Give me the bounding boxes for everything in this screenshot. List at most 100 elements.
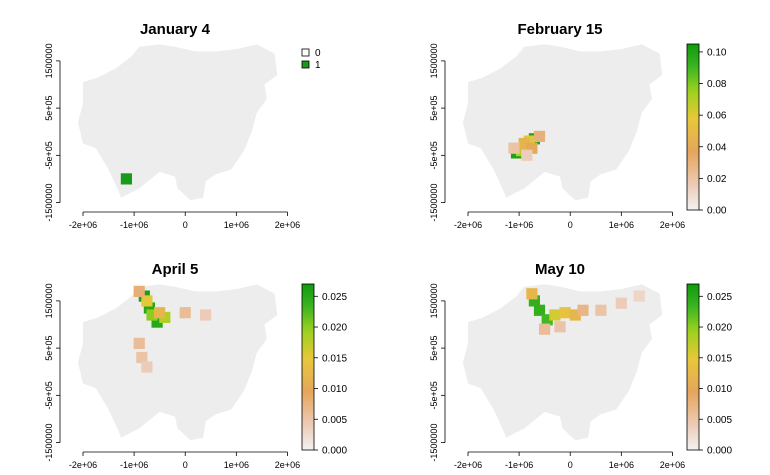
map-panel-4: May 10 -2e+06 -1e+06 0 1e+06 2e+06 -1500000 -5e… [429, 261, 732, 470]
land-area [77, 44, 278, 201]
hotspot-cell [554, 321, 566, 333]
hotspot-cell [154, 307, 166, 319]
x-tick-label: -2e+06 [454, 220, 482, 230]
hotspot-cell [533, 304, 546, 316]
x-tick-label: 1e+06 [224, 460, 249, 470]
x-tick-label: -2e+06 [69, 220, 97, 230]
scale-tick-label: 0.010 [322, 384, 347, 395]
hotspot-cell [595, 304, 607, 316]
x-tick-label: 2e+06 [275, 220, 300, 230]
hotspot-cell [577, 304, 589, 316]
hotspot-cell [526, 142, 538, 154]
hotspot-cell [200, 309, 212, 321]
y-tick-label: 5e+05 [44, 95, 54, 120]
hotspot-cell [541, 314, 553, 326]
x-tick-label: 0 [183, 460, 188, 470]
scale-tick-label: 0.000 [707, 446, 732, 457]
hotspot-cell [120, 173, 132, 185]
y-tick-label: -5e+05 [44, 141, 54, 169]
y-tick-label: -5e+05 [429, 381, 439, 409]
hotspot-cell [559, 307, 571, 319]
legend-swatch [301, 60, 310, 69]
hotspot-cell [533, 130, 546, 142]
x-tick-label: 0 [183, 220, 188, 230]
panel-title: January 4 [140, 21, 211, 38]
hotspot-cell [141, 361, 153, 373]
x-tick-label: -2e+06 [454, 460, 482, 470]
hotspot-cell [615, 297, 627, 309]
scale-tick-label: 0.020 [707, 323, 732, 334]
y-tick-label: 1500000 [429, 43, 439, 78]
color-scale-bar [686, 283, 700, 451]
x-tick-label: 1e+06 [609, 460, 634, 470]
scale-tick-label: 0.000 [322, 446, 347, 457]
scale-tick-label: 0.015 [707, 353, 732, 364]
x-tick-label: 1e+06 [609, 220, 634, 230]
scale-tick-label: 0.025 [322, 292, 347, 303]
color-scale-bar [686, 43, 700, 211]
scale-tick-label: 0.04 [707, 142, 727, 153]
panel-title: February 15 [517, 21, 602, 38]
hotspot-cell [133, 285, 145, 297]
land-area [77, 284, 278, 441]
scale-tick-label: 0.005 [707, 415, 732, 426]
hotspot-cell [518, 137, 530, 150]
legend-swatch [301, 48, 310, 57]
map-panel-2: February 15 -2e+06 -1e+06 0 1e+06 2e+06 -15000… [429, 21, 727, 230]
land-area [462, 44, 663, 201]
map-panel-3: April 5 -2e+06 -1e+06 0 1e+06 2e+06 -1500000 -5… [44, 261, 347, 470]
x-tick-label: -1e+06 [505, 220, 533, 230]
y-tick-label: -1500000 [429, 424, 439, 462]
hotspot-cell [136, 351, 148, 364]
x-tick-label: 2e+06 [660, 220, 685, 230]
map-panel-1: January 4 -2e+06 -1e+06 0 1e+06 2e+06 -1500000… [44, 21, 321, 230]
land-area [462, 284, 663, 441]
legend-label: 0 [315, 48, 321, 59]
hotspot-cell [151, 316, 163, 328]
hotspot-cell [526, 288, 538, 300]
hotspot-cell [133, 337, 145, 349]
scale-tick-label: 0.025 [707, 292, 732, 303]
hotspot-cell [549, 309, 561, 321]
scale-tick-label: 0.08 [707, 79, 727, 90]
hotspot-cell [528, 295, 540, 307]
scale-tick-label: 0.020 [322, 323, 347, 334]
scale-tick-label: 0.010 [707, 384, 732, 395]
legend-label: 1 [315, 60, 321, 71]
scale-tick-label: 0.015 [322, 353, 347, 364]
x-tick-label: 0 [568, 460, 573, 470]
hotspot-cell [179, 307, 191, 319]
y-tick-label: 5e+05 [44, 335, 54, 360]
scale-tick-label: 0.02 [707, 174, 727, 185]
hotspot-cell [508, 142, 520, 154]
hotspot-cell [633, 290, 645, 302]
y-tick-label: -1500000 [44, 184, 54, 222]
y-tick-label: 1500000 [429, 283, 439, 318]
x-tick-label: -1e+06 [120, 220, 148, 230]
color-scale-bar [301, 283, 315, 451]
x-tick-label: -1e+06 [505, 460, 533, 470]
hotspot-cell [141, 295, 153, 307]
y-tick-label: 5e+05 [429, 95, 439, 120]
hotspot-cell [521, 149, 533, 161]
scale-tick-label: 0.00 [707, 206, 727, 217]
y-tick-label: -1500000 [429, 184, 439, 222]
x-tick-label: 0 [568, 220, 573, 230]
hotspot-cell [143, 302, 155, 314]
hotspot-cell [569, 309, 581, 321]
y-tick-label: 1500000 [44, 43, 54, 78]
x-tick-label: 2e+06 [660, 460, 685, 470]
x-tick-label: 2e+06 [275, 460, 300, 470]
panel-title: April 5 [152, 261, 199, 278]
panel-title: May 10 [535, 261, 585, 278]
x-tick-label: -1e+06 [120, 460, 148, 470]
hotspot-cell [539, 323, 551, 335]
y-tick-label: -1500000 [44, 424, 54, 462]
hotspot-cell [146, 309, 158, 321]
scale-tick-label: 0.10 [707, 47, 727, 58]
scale-tick-label: 0.06 [707, 111, 727, 122]
y-tick-label: 5e+05 [429, 335, 439, 360]
scale-tick-label: 0.005 [322, 415, 347, 426]
x-tick-label: -2e+06 [69, 460, 97, 470]
